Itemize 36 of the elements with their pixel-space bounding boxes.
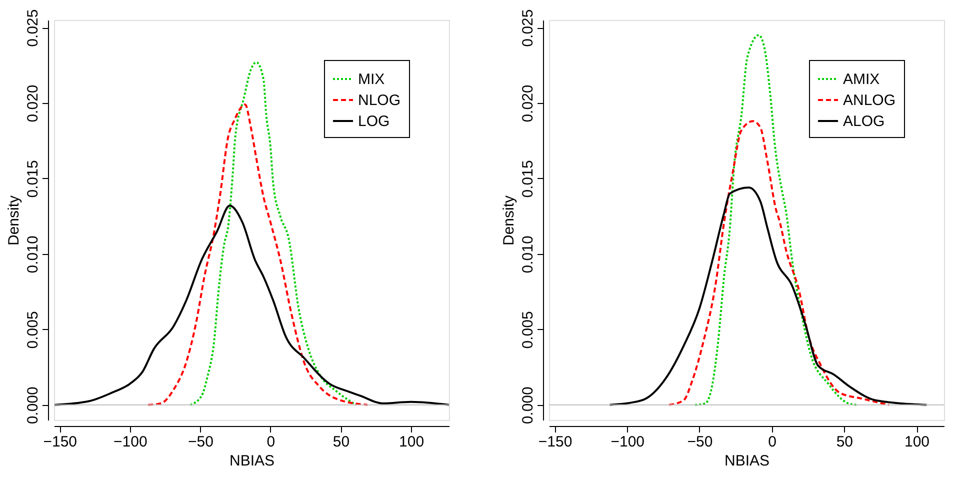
x-tick-label: −100 [610,434,645,450]
x-axis-title: NBIAS [724,452,770,470]
x-tick-label: −150 [538,434,572,450]
y-tick-label: 0.010 [24,236,42,274]
line-series [54,204,449,406]
y-tick-label: 0.020 [520,84,536,122]
legend-label: ALOG [843,113,885,130]
x-axis-title: NBIAS [229,452,275,470]
legend-label: AMIX [843,71,880,88]
x-tick-label: 50 [332,434,350,450]
y-tick-label: 0.015 [24,160,42,198]
x-tick-label: −100 [114,434,148,450]
x-tick-label: 0 [768,434,776,450]
legend-label: MIX [358,71,385,88]
y-tick-label: 0.005 [520,311,536,349]
y-tick-label: 0.010 [520,236,536,274]
x-tick-label: 0 [266,434,276,450]
x-tick-label: 100 [399,434,424,450]
line-series [608,186,928,406]
x-tick-label: 100 [904,434,930,450]
y-tick-label: 0.020 [24,84,42,122]
legend-label: ANLOG [843,92,896,109]
legend-label: LOG [358,113,390,130]
y-tick-label: 0.005 [24,311,42,349]
y-tick-label: 0.025 [24,9,42,47]
y-axis-title: Density [500,195,518,246]
y-axis-title: Density [6,195,22,246]
x-tick-label: −50 [188,434,214,450]
y-tick-label: 0.000 [24,386,42,424]
y-tick-label: 0.015 [520,160,536,198]
x-tick-label: −50 [687,434,713,450]
x-tick-label: −150 [43,434,78,450]
x-tick-label: 50 [836,434,854,450]
legend-label: NLOG [358,92,401,109]
y-tick-label: 0.000 [520,386,536,424]
y-tick-label: 0.025 [520,9,536,47]
